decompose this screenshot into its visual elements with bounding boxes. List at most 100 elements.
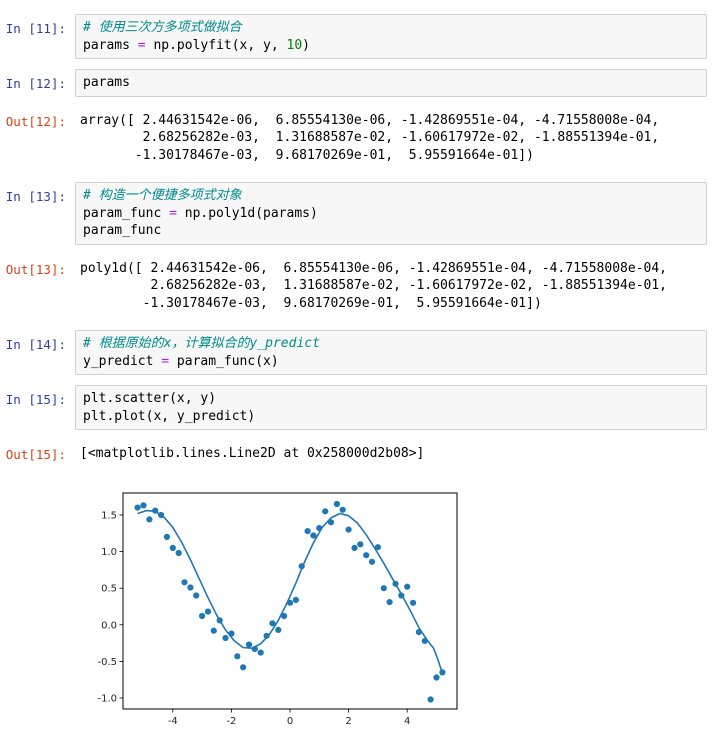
scatter-point	[187, 583, 194, 591]
y-tick-label: -0.5	[97, 656, 117, 667]
scatter-point	[292, 596, 299, 603]
scatter-point	[199, 612, 206, 619]
y-tick-label: 1.5	[101, 510, 117, 521]
scatter-point	[245, 641, 253, 648]
code-token-txt: param_func	[83, 205, 170, 221]
x-tick-label: -4	[168, 716, 178, 727]
scatter-point	[410, 599, 417, 606]
code-token-txt: param_func	[83, 223, 162, 238]
code-token-txt: plt.plot(x, y_predict)	[83, 408, 256, 424]
output-prompt: Out[12]:	[5, 113, 66, 129]
code-input-area[interactable]: params	[75, 69, 707, 97]
code-input-area[interactable]: plt.scatter(x, y) plt.plot(x, y_predict)	[75, 385, 707, 430]
scatter-point	[433, 673, 440, 681]
scatter-point	[204, 608, 212, 615]
scatter-point	[345, 526, 352, 533]
x-tick-label: 0	[287, 716, 293, 727]
scatter-point	[181, 578, 188, 585]
x-tick-label: -2	[226, 716, 236, 727]
scatter-point	[380, 584, 387, 591]
x-tick-label: 2	[345, 716, 351, 727]
scatter-point	[304, 527, 311, 534]
scatter-point	[386, 598, 393, 605]
scatter-point	[140, 501, 147, 508]
scatter-point	[351, 544, 358, 551]
fit-line	[137, 509, 444, 673]
figure-output-row: -4 -2 0 2 4 -1.0 -0.5 0.0 0.5 1.0 1.5	[0, 481, 716, 739]
scatter-point	[281, 612, 288, 619]
y-tick-label: 1.0	[101, 547, 117, 558]
scatter-fit-chart: -4 -2 0 2 4 -1.0 -0.5 0.0 0.5 1.0 1.5	[97, 492, 458, 727]
scatter-point	[275, 626, 282, 633]
code-text: plt.scatter(x, y) plt.plot(x, y_predict)	[83, 390, 699, 425]
scatter-point	[134, 504, 141, 511]
scatter-point	[310, 531, 317, 539]
code-token-txt: params	[83, 75, 130, 90]
input-prompt: In [13]:	[5, 189, 66, 204]
scatter-point	[368, 558, 376, 565]
cell-in-12: In [12]: params	[0, 69, 716, 97]
code-token-com: # 根据原始的x，计算拟合的y_predict	[83, 336, 320, 351]
scatter-point	[427, 695, 434, 703]
y-tick-label: 0.5	[101, 583, 117, 594]
input-prompt: In [15]:	[5, 392, 66, 407]
code-text: params	[83, 74, 699, 92]
input-prompt: In [12]:	[5, 76, 66, 91]
code-token-num: 10	[286, 37, 303, 53]
scatter-point	[234, 652, 241, 659]
cell-in-15: In [15]: plt.scatter(x, y) plt.plot(x, y_…	[0, 385, 716, 430]
scatter-point	[240, 663, 247, 670]
scatter-point	[339, 506, 346, 513]
code-token-op: =	[169, 205, 177, 221]
scatter-point	[263, 632, 270, 639]
cell-in-14: In [14]: # 根据原始的x，计算拟合的y_predict y_predic…	[0, 330, 716, 375]
scatter-point	[404, 583, 411, 590]
output-prompt: Out[15]:	[5, 447, 66, 462]
code-token-txt: )	[302, 37, 310, 53]
code-token-txt: np.polyfit(x, y,	[145, 37, 287, 53]
scatter-point	[322, 507, 329, 514]
scatter-point	[363, 551, 370, 558]
matplotlib-figure: -4 -2 0 2 4 -1.0 -0.5 0.0 0.5 1.0 1.5	[75, 481, 716, 739]
cell-in-11: In [11]: # 使用三次方多项式做拟合 params = np.polyfi…	[0, 14, 716, 59]
y-tick-label: 0.0	[101, 620, 117, 631]
scatter-point	[357, 540, 364, 547]
scatter-point	[146, 515, 153, 522]
input-prompt: In [14]:	[5, 337, 66, 352]
output-prompt: Out[13]:	[5, 261, 66, 277]
output-area: poly1d([ 2.44631542e-06, 6.85554130e-06,…	[75, 255, 716, 315]
cell-out-12: Out[12]: array([ 2.44631542e-06, 6.855541…	[0, 107, 716, 167]
scatter-point	[210, 627, 217, 634]
scatter-point	[269, 619, 276, 626]
scatter-point	[163, 533, 170, 540]
code-token-txt: np.poly1d(params)	[176, 205, 318, 221]
code-token-op: =	[161, 353, 170, 369]
cell-in-13: In [13]: # 构造一个便捷多项式对象 param_func = np.po…	[0, 182, 716, 245]
scatter-point	[222, 634, 229, 641]
code-token-txt: param_func(x)	[169, 353, 279, 369]
output-area: [<matplotlib.lines.Line2D at 0x258000d2b…	[75, 440, 716, 465]
output-text: array([ 2.44631542e-06, 6.85554130e-06, …	[80, 112, 660, 163]
code-token-txt: plt.scatter(x, y)	[83, 391, 217, 406]
code-token-op: =	[137, 37, 146, 53]
code-input-area[interactable]: # 使用三次方多项式做拟合 params = np.polyfit(x, y, …	[75, 14, 707, 59]
input-prompt: In [11]:	[5, 21, 66, 36]
scatter-point	[175, 549, 182, 556]
y-tick-label: -1.0	[97, 693, 117, 704]
output-text: [<matplotlib.lines.Line2D at 0x258000d2b…	[80, 446, 425, 461]
scatter-point	[374, 543, 381, 550]
scatter-point	[169, 544, 176, 551]
cell-out-15: Out[15]: [<matplotlib.lines.Line2D at 0x2…	[0, 440, 716, 465]
code-token-com: # 构造一个便捷多项式对象	[83, 188, 242, 203]
output-text: poly1d([ 2.44631542e-06, 6.85554130e-06,…	[80, 260, 667, 311]
code-input-area[interactable]: # 根据原始的x，计算拟合的y_predict y_predict = para…	[75, 330, 707, 375]
code-token-txt: y_predict	[83, 353, 162, 369]
cell-out-13: Out[13]: poly1d([ 2.44631542e-06, 6.85554…	[0, 255, 716, 315]
code-text: # 使用三次方多项式做拟合 params = np.polyfit(x, y, …	[83, 19, 699, 54]
scatter-point	[193, 591, 200, 599]
code-input-area[interactable]: # 构造一个便捷多项式对象 param_func = np.poly1d(par…	[75, 182, 707, 245]
code-token-txt: params	[83, 37, 138, 53]
scatter-point	[333, 500, 340, 507]
code-text: # 构造一个便捷多项式对象 param_func = np.poly1d(par…	[83, 187, 699, 240]
